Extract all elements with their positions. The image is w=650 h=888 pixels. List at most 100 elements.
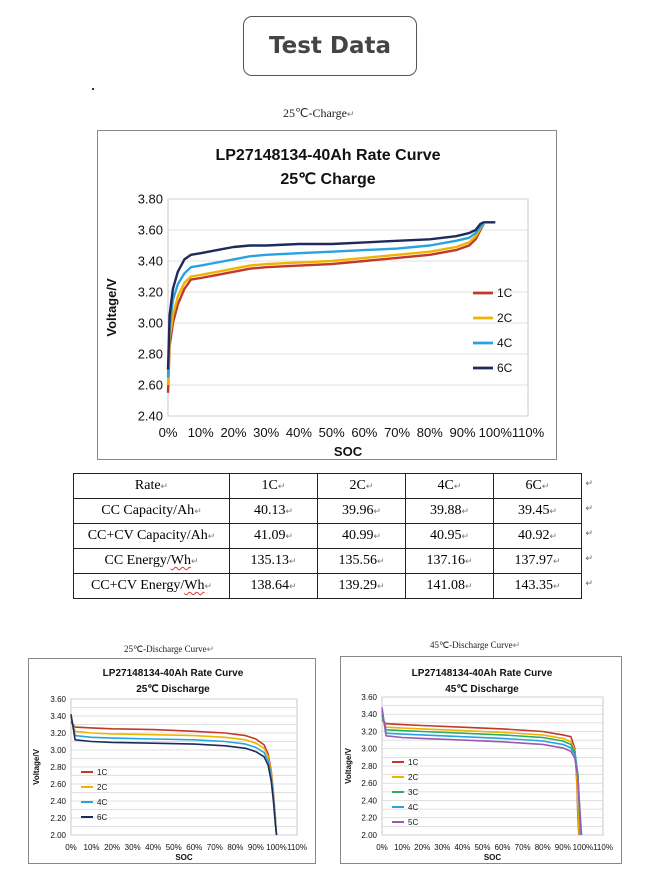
- row-label: CC Capacity/Ah↵: [73, 498, 230, 524]
- x-tick-label: 110%: [287, 843, 307, 852]
- y-tick-label: 3.60: [138, 223, 163, 238]
- series-line-1c: [166, 223, 485, 393]
- bullet-dot: [92, 88, 94, 90]
- table-header-cell: 4C↵: [405, 473, 494, 499]
- x-tick-label: 50%: [166, 843, 182, 852]
- charge-caption: 25℃-Charge↵: [283, 106, 355, 120]
- legend-label: 6C: [97, 813, 107, 822]
- y-tick-label: 2.20: [50, 814, 66, 823]
- legend-label: 6C: [497, 361, 513, 375]
- y-tick-label: 3.40: [361, 710, 377, 719]
- x-tick-label: 70%: [515, 843, 531, 852]
- x-tick-label: 40%: [454, 843, 470, 852]
- y-tick-label: 2.80: [138, 347, 163, 362]
- discharge25-chart: LP27148134-40Ah Rate Curve 25℃ Discharge 2…: [28, 658, 316, 864]
- table-cell: 139.29↵: [317, 573, 406, 599]
- y-tick-label: 3.60: [361, 693, 377, 702]
- x-tick-label: 100%: [266, 843, 286, 852]
- x-tick-label: 60%: [186, 843, 202, 852]
- legend-label: 2C: [408, 773, 418, 782]
- table-cell: 39.45↵ ↵: [493, 498, 593, 524]
- y-tick-label: 3.60: [50, 695, 66, 704]
- table-cell: 137.97↵ ↵: [493, 548, 593, 574]
- y-tick-label: 3.80: [138, 192, 163, 207]
- x-tick-label: 60%: [495, 843, 511, 852]
- table-row: CC Energy/Wh↵ 135.13↵ 135.56↵ 137.16↵ 13…: [73, 548, 593, 574]
- x-tick-label: 10%: [84, 843, 100, 852]
- y-tick-label: 2.80: [361, 762, 377, 771]
- y-tick-label: 2.00: [361, 831, 377, 840]
- series-line-6c: [70, 714, 278, 836]
- legend-label: 2C: [97, 783, 107, 792]
- x-tick-label: 90%: [555, 843, 571, 852]
- y-tick-label: 2.00: [50, 831, 66, 840]
- legend-label: 5C: [408, 818, 418, 827]
- table-cell: 41.09↵: [229, 523, 318, 549]
- x-tick-label: 20%: [414, 843, 430, 852]
- x-tick-label: 40%: [286, 425, 312, 440]
- x-tick-label: 10%: [394, 843, 410, 852]
- y-tick-label: 3.40: [50, 712, 66, 721]
- chart-svg: LP27148134-40Ah Rate Curve 25℃ Charge 2.40…: [104, 147, 545, 459]
- legend-label: 4C: [97, 798, 107, 807]
- discharge25-caption: 25℃-Discharge Curve↵: [124, 644, 215, 654]
- discharge45-chart: LP27148134-40Ah Rate Curve 45℃ Discharge 2…: [340, 656, 622, 864]
- table-cell: 40.13↵: [229, 498, 318, 524]
- row-label: CC+CV Capacity/Ah↵: [73, 523, 230, 549]
- legend-label: 4C: [408, 803, 418, 812]
- x-tick-label: 70%: [384, 425, 410, 440]
- series-line-5c: [381, 707, 583, 836]
- x-tick-label: 20%: [104, 843, 120, 852]
- y-tick-label: 2.60: [361, 779, 377, 788]
- y-tick-label: 3.20: [138, 285, 163, 300]
- table-cell: 137.16↵: [405, 548, 494, 574]
- x-tick-label: 100%: [479, 425, 513, 440]
- y-tick-label: 2.40: [138, 409, 163, 424]
- x-axis-label: SOC: [175, 853, 193, 862]
- y-tick-label: 3.00: [138, 316, 163, 331]
- y-tick-label: 2.60: [138, 378, 163, 393]
- y-tick-label: 2.60: [50, 780, 66, 789]
- y-tick-label: 3.20: [50, 729, 66, 738]
- x-tick-label: 50%: [319, 425, 345, 440]
- y-tick-label: 2.40: [50, 797, 66, 806]
- series-line-2c: [166, 223, 485, 386]
- chart-title: LP27148134-40Ah Rate Curve: [412, 668, 553, 679]
- spellcheck-underline: Wh: [170, 553, 191, 568]
- y-axis-label: Voltage/V: [32, 748, 41, 785]
- x-tick-label: 80%: [417, 425, 443, 440]
- table-row: CC+CV Capacity/Ah↵ 41.09↵ 40.99↵ 40.95↵ …: [73, 523, 593, 549]
- y-tick-label: 3.20: [361, 727, 377, 736]
- test-data-title: Test Data: [243, 16, 417, 76]
- chart-svg: LP27148134-40Ah Rate Curve 25℃ Discharge 2…: [32, 668, 307, 862]
- table-header-cell: 1C↵: [229, 473, 318, 499]
- x-tick-label: 20%: [220, 425, 246, 440]
- series-line-4c: [166, 222, 485, 378]
- x-tick-label: 60%: [351, 425, 377, 440]
- table-header-cell: 2C↵: [317, 473, 406, 499]
- spellcheck-underline: Wh: [184, 578, 205, 593]
- y-tick-label: 2.20: [361, 814, 377, 823]
- x-tick-label: 40%: [145, 843, 161, 852]
- x-tick-label: 80%: [535, 843, 551, 852]
- table-cell: 135.56↵: [317, 548, 406, 574]
- y-tick-label: 2.80: [50, 763, 66, 772]
- table-row: CC+CV Energy/Wh↵ 138.64↵ 139.29↵ 141.08↵…: [73, 573, 593, 599]
- legend-label: 1C: [408, 758, 418, 767]
- y-tick-label: 3.00: [361, 745, 377, 754]
- x-tick-label: 0%: [159, 425, 178, 440]
- table-cell: 143.35↵ ↵: [493, 573, 593, 599]
- series-line-2c: [381, 715, 581, 836]
- table-header-row: Rate↵ 1C↵ 2C↵ 4C↵ 6C↵ ↵: [73, 473, 593, 499]
- table-cell: 39.88↵: [405, 498, 494, 524]
- series-line-6c: [166, 221, 496, 370]
- table-cell: 138.64↵: [229, 573, 318, 599]
- chart-subtitle: 45℃ Discharge: [445, 684, 519, 695]
- row-label: CC Energy/Wh↵: [73, 548, 230, 574]
- x-tick-label: 90%: [248, 843, 264, 852]
- table-header-cell: 6C↵ ↵: [493, 473, 593, 499]
- y-tick-label: 2.40: [361, 796, 377, 805]
- table-cell: 40.95↵: [405, 523, 494, 549]
- x-tick-label: 110%: [593, 843, 613, 852]
- x-tick-label: 30%: [125, 843, 141, 852]
